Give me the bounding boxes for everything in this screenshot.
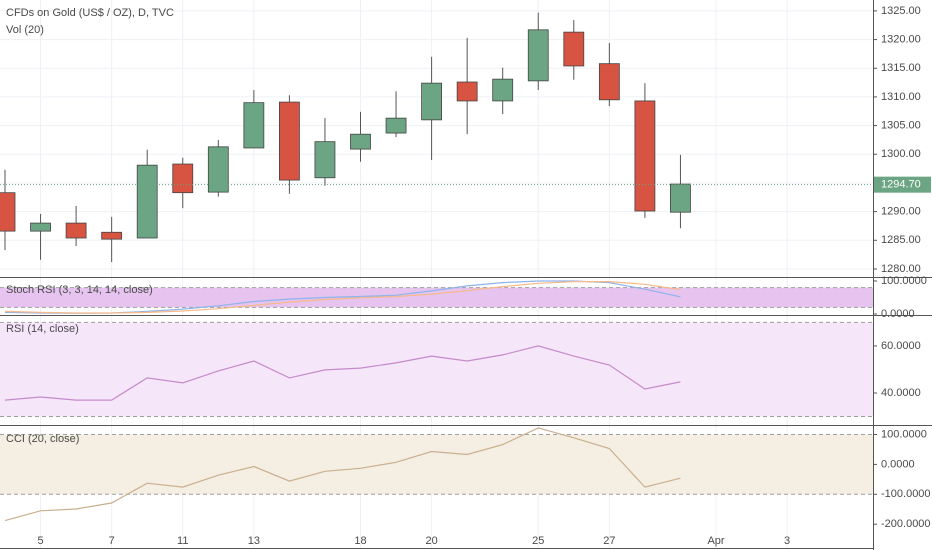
candle-body <box>350 133 371 150</box>
candle-body <box>421 82 443 121</box>
y-tick-label: 60.0000 <box>881 340 921 352</box>
chart-subtitle: Vol (20) <box>6 24 44 36</box>
candle-body <box>243 102 265 149</box>
y-tick-label: 40.0000 <box>881 387 921 399</box>
x-tick-label: 27 <box>603 535 615 547</box>
y-tick-label: 1320.00 <box>881 33 921 45</box>
candle-body <box>136 164 158 239</box>
last-price-label: 1294.70 <box>881 179 921 191</box>
series-line <box>4 281 681 314</box>
pane <box>0 280 873 314</box>
y-tick-label: 100.0000 <box>881 275 927 287</box>
y-tick-label: 1315.00 <box>881 62 921 74</box>
x-tick-label: 3 <box>784 535 790 547</box>
y-tick-label: 1290.00 <box>881 206 921 218</box>
y-tick-label: 1285.00 <box>881 234 921 246</box>
candle-body <box>0 192 16 232</box>
chart-title: CFDs on Gold (US$ / OZ), D, TVC <box>6 7 174 19</box>
series-line <box>4 427 681 522</box>
y-tick-label: 1305.00 <box>881 120 921 132</box>
pane <box>0 427 873 522</box>
candle-body <box>314 141 336 179</box>
pane <box>0 321 873 418</box>
y-tick-label: 100.0000 <box>881 428 927 440</box>
y-tick-label: 0.0000 <box>881 458 915 470</box>
candle-body <box>172 163 194 194</box>
band <box>0 322 873 417</box>
candle-body <box>670 183 691 213</box>
x-tick-label: 25 <box>532 535 544 547</box>
y-tick-label: -200.0000 <box>881 518 931 530</box>
y-tick-label: 1300.00 <box>881 148 921 160</box>
y-tick-label: -100.0000 <box>881 488 931 500</box>
band <box>0 287 873 308</box>
pane <box>0 10 873 270</box>
x-tick-label: 13 <box>248 535 260 547</box>
candle-body <box>30 222 51 232</box>
y-tick-label: 1310.00 <box>881 91 921 103</box>
y-tick-label: 0.0000 <box>881 308 915 320</box>
x-tick-label: 11 <box>177 535 188 547</box>
last-price-box <box>873 176 931 193</box>
pane-title: RSI (14, close) <box>6 323 79 335</box>
candle-body <box>385 117 407 134</box>
band <box>0 434 873 495</box>
candle-body <box>101 231 123 240</box>
candle-body <box>563 31 585 67</box>
pane-title: Stoch RSI (3, 3, 14, 14, close) <box>6 284 153 296</box>
x-tick-label: 5 <box>37 535 43 547</box>
y-tick-label: 1280.00 <box>881 263 921 275</box>
candle-body <box>278 101 300 181</box>
x-tick-label: 7 <box>109 535 115 547</box>
x-tick-label: Apr <box>707 535 724 547</box>
candle-body <box>598 63 620 101</box>
pane-title: CCI (20, close) <box>6 433 79 445</box>
x-tick-label: 20 <box>425 535 437 547</box>
x-tick-label: 18 <box>354 535 366 547</box>
y-tick-label: 1325.00 <box>881 5 921 17</box>
candle-body <box>207 146 229 193</box>
candle-body <box>527 29 549 82</box>
candle-body <box>456 81 478 102</box>
candle-body <box>65 222 87 239</box>
series-line <box>4 345 681 401</box>
candle-body <box>492 78 514 102</box>
candle-body <box>634 100 656 212</box>
